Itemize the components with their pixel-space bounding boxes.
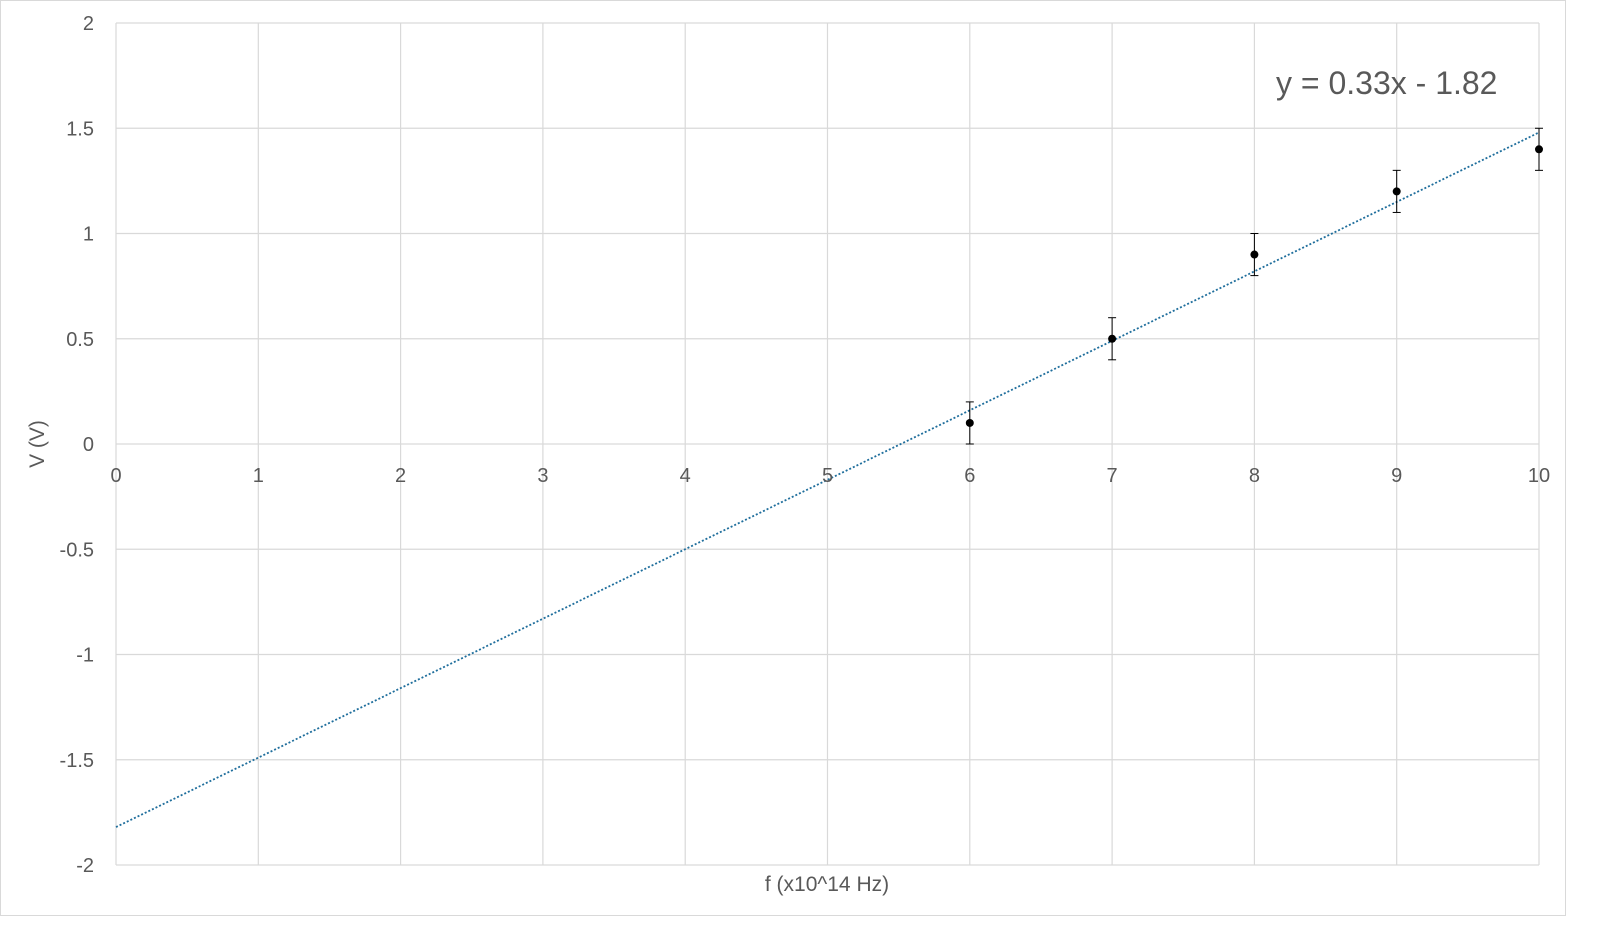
x-tick-label-8: 8: [1249, 465, 1260, 487]
chart-frame: [0, 0, 1566, 916]
y-tick-label-2: -1: [76, 645, 94, 667]
y-tick-label-7: 1.5: [66, 118, 94, 140]
y-tick-label-1: -1.5: [60, 750, 94, 772]
x-tick-label-3: 3: [537, 465, 548, 487]
x-tick-label-9: 9: [1391, 465, 1402, 487]
trendline-equation: y = 0.33x - 1.82: [1276, 65, 1497, 101]
x-tick-label-7: 7: [1107, 465, 1118, 487]
y-axis-title: V (V): [26, 420, 49, 468]
data-point-1: [1108, 334, 1117, 343]
data-points: [965, 127, 1543, 445]
y-tick-label-0: -2: [76, 855, 94, 877]
y-tick-label-3: -0.5: [60, 539, 94, 561]
x-tick-label-4: 4: [680, 465, 691, 487]
x-tick-label-10: 10: [1528, 465, 1550, 487]
y-tick-label-5: 0.5: [66, 329, 94, 351]
data-point-4: [1535, 145, 1543, 154]
data-point-2: [1250, 250, 1259, 259]
x-tick-label-2: 2: [395, 465, 406, 487]
x-tick-label-1: 1: [253, 465, 264, 487]
x-tick-label-6: 6: [964, 465, 975, 487]
tick-labels: 0 1 2 3 4 5 6 7 8 9 10 -2 -1.5 -1 -0.5 0 0.5 1 1.5 2: [60, 13, 1551, 877]
x-tick-label-0: 0: [110, 465, 121, 487]
data-point-0: [965, 418, 974, 427]
grid-lines: [115, 22, 1540, 866]
y-tick-label-4: 0: [83, 434, 94, 456]
x-axis-title: f (x10^14 Hz): [765, 873, 889, 896]
x-tick-label-5: 5: [822, 465, 833, 487]
data-point-3: [1392, 187, 1401, 196]
y-tick-label-8: 2: [83, 13, 94, 35]
y-tick-label-6: 1: [83, 224, 94, 246]
